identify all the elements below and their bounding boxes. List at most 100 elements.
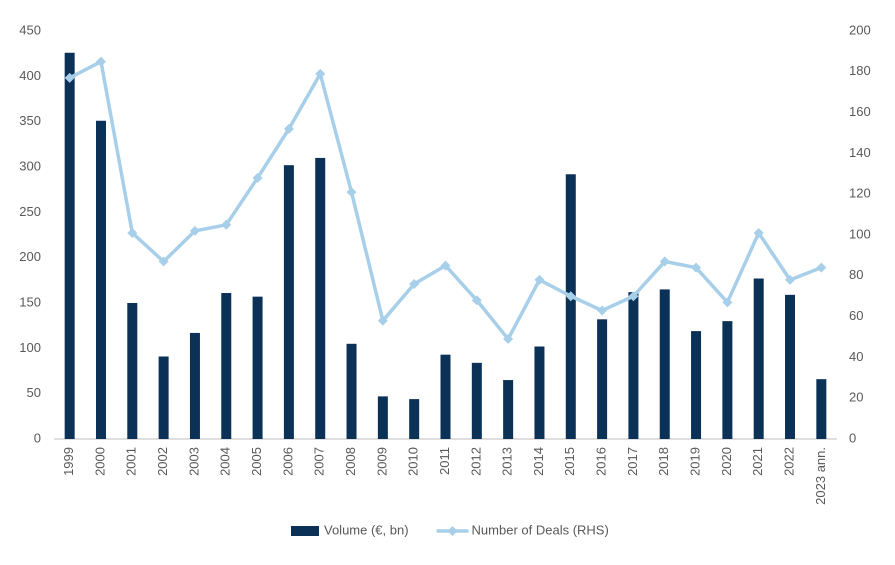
bar (409, 399, 420, 439)
x-tick-label: 2003 (186, 447, 201, 476)
x-tick-label: 2012 (468, 447, 483, 476)
marker (534, 274, 545, 285)
bar (785, 294, 796, 439)
marker (158, 256, 169, 267)
x-tick-label: 2018 (656, 447, 671, 476)
marker (440, 260, 451, 271)
marker (409, 278, 420, 289)
bar (346, 343, 357, 439)
bar (565, 174, 576, 439)
y-tick-label: 100 (19, 340, 41, 355)
bar (597, 319, 608, 439)
y2-tick-label: 120 (849, 186, 871, 201)
marker (503, 334, 514, 345)
y-tick-label: 450 (19, 22, 41, 37)
legend-label: Number of Deals (RHS) (472, 522, 609, 537)
legend-swatch (291, 526, 319, 536)
marker (691, 262, 702, 273)
marker (816, 262, 827, 273)
marker (597, 305, 608, 316)
bar (95, 120, 106, 439)
y2-tick-label: 80 (849, 267, 863, 282)
marker (722, 297, 733, 308)
marker (753, 227, 764, 238)
marker (189, 225, 200, 236)
y-tick-label: 300 (19, 158, 41, 173)
x-tick-label: 2009 (374, 447, 389, 476)
marker (95, 56, 106, 67)
bar (534, 346, 545, 439)
x-tick-label: 2013 (500, 447, 515, 476)
bar (691, 331, 702, 439)
bar (753, 278, 764, 439)
x-tick-label: 2001 (124, 447, 139, 476)
bar (659, 289, 670, 439)
bar (64, 52, 75, 439)
x-tick-label: 2007 (312, 447, 327, 476)
x-tick-label: 2004 (218, 447, 233, 476)
y2-tick-label: 60 (849, 308, 863, 323)
x-tick-label: 2017 (625, 447, 640, 476)
marker (377, 315, 388, 326)
y-tick-label: 0 (34, 430, 41, 445)
y-tick-label: 200 (19, 249, 41, 264)
bar (377, 396, 388, 439)
y2-tick-label: 0 (849, 430, 856, 445)
marker (127, 227, 138, 238)
y2-tick-label: 200 (849, 22, 871, 37)
marker (346, 187, 357, 198)
x-tick-label: 2023 ann. (813, 447, 828, 505)
marker (628, 291, 639, 302)
bar (471, 362, 482, 439)
legend-marker (447, 526, 458, 536)
bar (816, 379, 827, 439)
marker (221, 219, 232, 230)
y2-tick-label: 140 (849, 145, 871, 160)
bar (127, 303, 138, 439)
marker (785, 274, 796, 285)
bar (221, 293, 232, 439)
y2-tick-label: 160 (849, 104, 871, 119)
x-tick-label: 2000 (92, 447, 107, 476)
y-tick-label: 50 (27, 385, 41, 400)
y2-tick-label: 180 (849, 63, 871, 78)
bar (189, 332, 200, 439)
x-tick-label: 2014 (531, 447, 546, 476)
x-tick-label: 2008 (343, 447, 358, 476)
x-tick-label: 1999 (61, 447, 76, 476)
bar (283, 165, 294, 440)
x-tick-label: 2015 (562, 447, 577, 476)
x-tick-label: 2016 (594, 447, 609, 476)
x-tick-label: 2010 (406, 447, 421, 476)
y-tick-label: 250 (19, 204, 41, 219)
x-tick-label: 2002 (155, 447, 170, 476)
x-tick-label: 2022 (781, 447, 796, 476)
y2-tick-label: 20 (849, 390, 863, 405)
marker (471, 295, 482, 306)
marker (252, 172, 263, 183)
bar (503, 380, 514, 439)
y-tick-label: 150 (19, 294, 41, 309)
bar (252, 296, 263, 439)
x-tick-label: 2006 (280, 447, 295, 476)
bar (440, 354, 451, 439)
marker (283, 123, 294, 134)
x-tick-label: 2020 (719, 447, 734, 476)
marker (659, 256, 670, 267)
legend-label: Volume (€, bn) (324, 522, 409, 537)
bar (315, 157, 326, 439)
bar (628, 292, 639, 439)
bar (158, 356, 169, 439)
marker (315, 68, 326, 79)
y-tick-label: 350 (19, 113, 41, 128)
y2-tick-label: 100 (849, 226, 871, 241)
y-tick-label: 400 (19, 68, 41, 83)
marker (64, 72, 75, 83)
line (68, 59, 822, 341)
y2-tick-label: 40 (849, 349, 863, 364)
x-tick-label: 2011 (437, 447, 452, 475)
x-tick-label: 2019 (687, 447, 702, 476)
bar (722, 321, 733, 439)
marker (565, 291, 576, 302)
